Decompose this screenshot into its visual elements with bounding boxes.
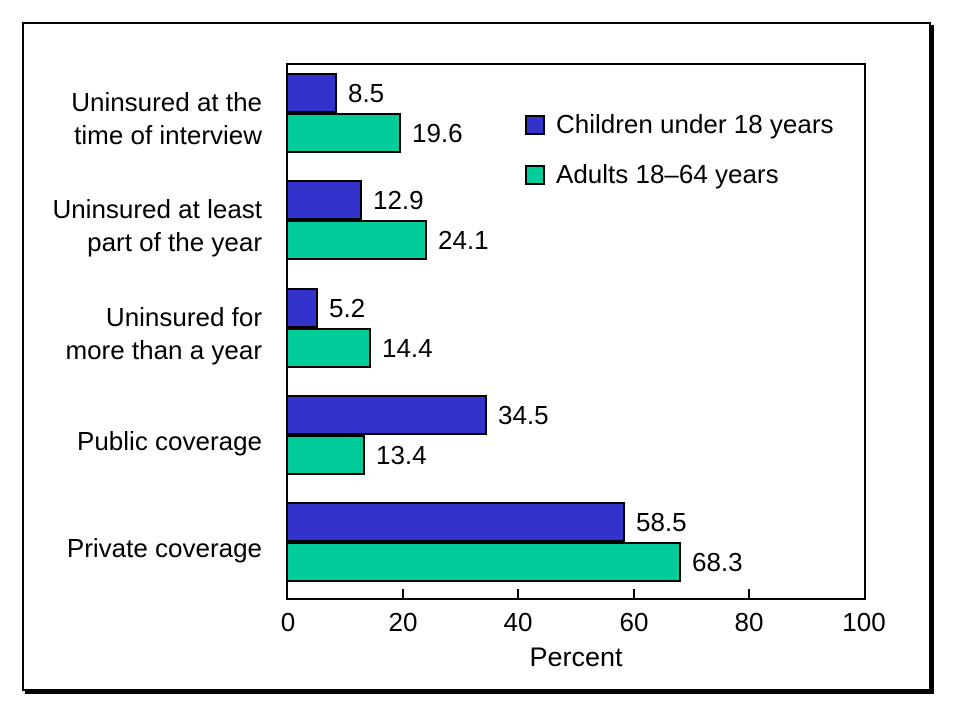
- x-axis-tick-label: 0: [280, 607, 296, 637]
- x-axis-tick: [517, 589, 519, 598]
- x-axis-tick-label: 40: [503, 607, 533, 637]
- x-axis-tick-label: 80: [734, 607, 764, 637]
- category-label: Uninsured for more than a year: [65, 302, 262, 365]
- bar-adults-cat0: [288, 113, 401, 153]
- category-label: Public coverage: [77, 425, 262, 456]
- bar-children-cat3: [288, 395, 487, 435]
- legend-label-adults: Adults 18–64 years: [556, 159, 779, 189]
- bar-children-cat1: [288, 180, 362, 220]
- x-axis-title: Percent: [529, 642, 623, 672]
- bar-value-label: 58.5: [636, 507, 687, 537]
- bar-value-label: 14.4: [382, 333, 433, 363]
- bar-value-label: 24.1: [438, 225, 489, 255]
- x-axis-tick-label: 60: [619, 607, 649, 637]
- legend-swatch-children-icon: [525, 114, 545, 135]
- bar-children-cat4: [288, 502, 625, 542]
- x-axis-tick: [748, 589, 750, 598]
- legend-item-children: Children under 18 years: [525, 109, 834, 140]
- bar-children-cat0: [288, 73, 337, 113]
- legend-label-children: Children under 18 years: [556, 109, 834, 139]
- bar-adults-cat4: [288, 542, 681, 582]
- x-axis-tick: [402, 589, 404, 598]
- bar-value-label: 8.5: [348, 78, 385, 108]
- bar-adults-cat3: [288, 435, 365, 475]
- plot-area: Children under 18 years Adults 18–64 yea…: [286, 63, 866, 600]
- bar-children-cat2: [288, 288, 318, 328]
- legend: Children under 18 years Adults 18–64 yea…: [525, 109, 834, 190]
- bar-value-label: 34.5: [498, 400, 549, 430]
- bar-value-label: 12.9: [373, 185, 424, 215]
- category-label: Uninsured at the time of interview: [71, 87, 262, 150]
- x-axis-tick-label: 20: [388, 607, 418, 637]
- x-axis-tick-label: 100: [842, 607, 886, 637]
- legend-item-adults: Adults 18–64 years: [525, 159, 834, 190]
- x-axis-tick: [633, 589, 635, 598]
- category-label: Uninsured at least part of the year: [52, 194, 262, 257]
- bar-value-label: 19.6: [412, 118, 463, 148]
- bar-value-label: 5.2: [329, 293, 366, 323]
- bar-value-label: 68.3: [692, 547, 743, 577]
- legend-swatch-adults-icon: [525, 164, 545, 185]
- bar-adults-cat2: [288, 328, 371, 368]
- category-label: Private coverage: [66, 532, 262, 563]
- bar-value-label: 13.4: [376, 440, 427, 470]
- bar-adults-cat1: [288, 220, 427, 260]
